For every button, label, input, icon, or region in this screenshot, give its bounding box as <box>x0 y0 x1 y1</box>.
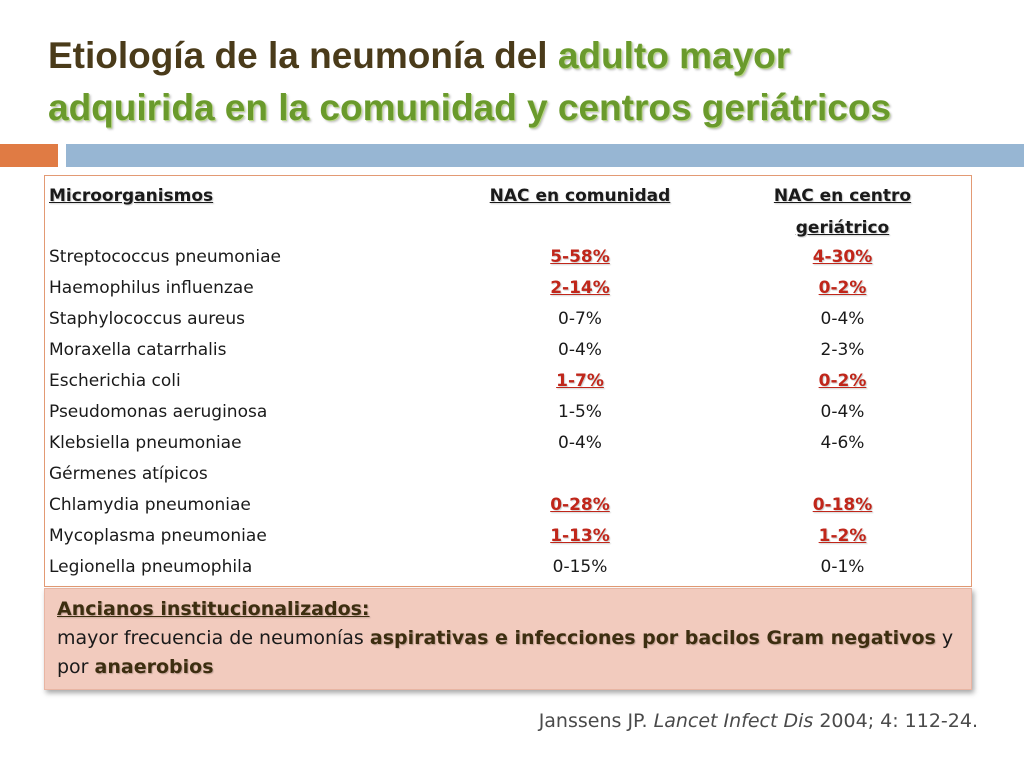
row-value-community: 5-58% <box>550 247 610 267</box>
row-name: Klebsiella pneumoniae <box>49 433 242 453</box>
row-value-community: 1-13% <box>550 526 610 546</box>
row-value-geriatric: 1-2% <box>818 526 867 546</box>
table-row: Gérmenes atípicos <box>45 459 971 490</box>
row-value-geriatric: 0-2% <box>818 371 867 391</box>
note-text-3: por <box>57 656 95 678</box>
institutionalized-note: Ancianos institucionalizados: mayor frec… <box>44 588 972 690</box>
header-geriatric: NAC en centro geriátrico <box>745 180 940 244</box>
citation-author: Janssens JP. <box>538 710 654 732</box>
row-name: Pseudomonas aeruginosa <box>49 402 268 422</box>
row-value-community: 0-4% <box>558 340 602 360</box>
row-value-community: 2-14% <box>550 278 610 298</box>
etiology-table: Microorganismos NAC en comunidad NAC en … <box>44 175 972 587</box>
row-name: Gérmenes atípicos <box>49 464 208 484</box>
table-row: Chlamydia pneumoniae 0-28% 0-18% <box>45 490 971 521</box>
table-row: Moraxella catarrhalis 0-4% 2-3% <box>45 335 971 366</box>
row-name: Mycoplasma pneumoniae <box>49 526 267 546</box>
row-value-community: 0-15% <box>552 557 608 577</box>
row-value-community: 0-7% <box>558 309 602 329</box>
row-name: Chlamydia pneumoniae <box>49 495 251 515</box>
table-row: Escherichia coli 1-7% 0-2% <box>45 366 971 397</box>
row-value-geriatric: 0-1% <box>820 557 865 577</box>
row-name: Haemophilus influenzae <box>49 278 254 298</box>
row-name: Legionella pneumophila <box>49 557 253 577</box>
header-geriatric-line1: NAC en centro <box>773 186 912 206</box>
title-highlight-2: adquirida en la comunidad y centros geri… <box>48 87 891 128</box>
row-value-community: 1-5% <box>558 402 602 422</box>
table-row: Haemophilus influenzae 2-14% 0-2% <box>45 273 971 304</box>
header-geriatric-line2: geriátrico <box>795 218 890 238</box>
table-row: Mycoplasma pneumoniae 1-13% 1-2% <box>45 521 971 552</box>
table-row: Streptococcus pneumoniae 5-58% 4-30% <box>45 242 971 273</box>
header-microorganisms: Microorganismos <box>49 186 214 206</box>
title-highlight-1: adulto mayor <box>557 35 791 76</box>
table-row: Legionella pneumophila 0-15% 0-1% <box>45 552 971 583</box>
row-value-geriatric: 0-4% <box>820 309 865 329</box>
row-name: Moraxella catarrhalis <box>49 340 227 360</box>
title-part-1: Etiología de la neumonía del <box>48 35 558 76</box>
table-row: Klebsiella pneumoniae 0-4% 4-6% <box>45 428 971 459</box>
row-name: Streptococcus pneumoniae <box>49 247 281 267</box>
citation-journal: Lancet Infect Dis <box>653 710 814 732</box>
citation: Janssens JP. Lancet Infect Dis 2004; 4: … <box>470 710 978 732</box>
row-value-geriatric: 0-18% <box>812 495 873 515</box>
row-value-geriatric: 0-2% <box>818 278 867 298</box>
header-community: NAC en comunidad <box>489 186 671 206</box>
note-text-2: y <box>935 627 954 649</box>
row-name: Staphylococcus aureus <box>49 309 245 329</box>
row-value-community: 0-4% <box>558 433 602 453</box>
accent-bar-orange <box>0 144 58 167</box>
note-bold-1: aspirativas e infecciones por bacilos Gr… <box>369 627 936 649</box>
row-value-geriatric: 0-4% <box>820 402 865 422</box>
table-row: Staphylococcus aureus 0-7% 0-4% <box>45 304 971 335</box>
citation-details: 2004; 4: 112-24. <box>813 710 978 732</box>
row-value-geriatric: 4-30% <box>812 247 873 267</box>
note-text-1: mayor frecuencia de neumonías <box>57 627 370 649</box>
row-value-geriatric: 2-3% <box>820 340 865 360</box>
note-heading: Ancianos institucionalizados: <box>57 598 370 620</box>
row-value-community: 0-28% <box>550 495 610 515</box>
table-row: Pseudomonas aeruginosa 1-5% 0-4% <box>45 397 971 428</box>
row-name: Escherichia coli <box>49 371 181 391</box>
row-value-community: 1-7% <box>556 371 604 391</box>
row-value-geriatric: 4-6% <box>820 433 865 453</box>
accent-bar-blue <box>66 144 1024 167</box>
slide-title: Etiología de la neumonía del adulto mayo… <box>48 30 1008 134</box>
note-bold-2: anaerobios <box>94 656 214 678</box>
